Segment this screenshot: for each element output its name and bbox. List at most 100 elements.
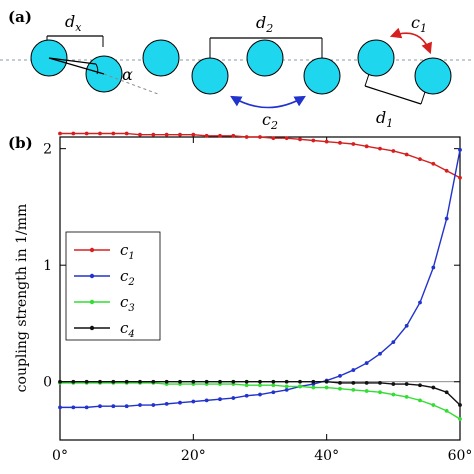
data-point-c3 [244, 383, 249, 388]
data-point-c1 [431, 161, 436, 166]
panel-a: (a) dx α d2 c2 [0, 8, 474, 132]
waveguide-circle [357, 39, 395, 77]
alpha-label: α [122, 65, 133, 84]
legend-marker-c1 [89, 247, 95, 253]
data-point-c1 [351, 142, 356, 146]
data-point-c3 [418, 398, 422, 403]
data-point-c1 [458, 175, 462, 180]
waveguide-circle [303, 57, 341, 95]
x-tick-label: 0° [52, 448, 68, 464]
data-point-c1 [378, 146, 382, 151]
data-point-c1 [124, 131, 129, 136]
data-point-c4 [391, 382, 396, 386]
data-point-c4 [178, 379, 182, 384]
data-point-c2 [364, 361, 369, 365]
legend-label-c3: c3 [120, 293, 135, 314]
data-point-c2 [284, 387, 289, 392]
x-tick-label: 60° [448, 448, 473, 464]
data-point-c3 [271, 383, 276, 388]
data-point-c3 [364, 389, 369, 393]
c1-label: c1 [411, 13, 427, 35]
data-point-c1 [84, 131, 89, 136]
data-point-c2 [271, 390, 276, 395]
y-tick-label: 1 [43, 258, 52, 274]
data-point-c2 [58, 405, 62, 410]
data-point-c1 [258, 135, 262, 139]
data-point-c1 [151, 132, 156, 137]
data-point-c1 [364, 144, 369, 149]
d2-label: d2 [256, 13, 273, 35]
d1-label: d1 [376, 108, 393, 130]
d1-tick-right [420, 91, 426, 105]
data-point-c2 [98, 404, 102, 409]
data-point-c2 [164, 401, 169, 406]
data-point-c3 [391, 392, 396, 397]
data-point-c2 [151, 403, 156, 407]
data-point-c3 [458, 417, 462, 421]
data-point-c3 [298, 384, 302, 389]
data-point-c4 [218, 379, 222, 384]
data-point-c4 [111, 379, 116, 384]
legend-label-c1: c1 [120, 241, 135, 262]
data-point-c2 [378, 351, 382, 356]
dx-connector [48, 57, 105, 75]
data-point-c4 [284, 379, 289, 384]
data-point-c1 [218, 133, 222, 138]
y-axis-label: coupling strength in 1/mm [14, 204, 30, 393]
data-point-c4 [204, 379, 209, 384]
data-point-c2 [138, 403, 142, 407]
x-tick-label: 40° [314, 448, 339, 464]
data-point-c2 [178, 400, 182, 405]
data-point-c3 [311, 385, 316, 390]
data-point-c2 [338, 374, 342, 378]
data-point-c2 [391, 340, 396, 345]
data-point-c2 [431, 265, 436, 270]
data-point-c1 [98, 131, 102, 136]
data-point-c2 [191, 399, 196, 404]
data-point-c3 [258, 383, 262, 388]
legend-marker-c2 [89, 273, 95, 279]
data-point-c2 [218, 397, 222, 402]
data-point-c1 [324, 139, 329, 144]
d1-tick-left [364, 73, 370, 87]
data-point-c4 [151, 379, 156, 384]
data-point-c3 [431, 403, 436, 407]
data-point-c2 [258, 392, 262, 397]
data-point-c4 [431, 385, 436, 390]
data-point-c4 [164, 379, 169, 384]
data-point-c1 [338, 140, 342, 145]
data-point-c3 [338, 386, 342, 391]
axis-ticks: 0° 20° 40° 60° 0 1 2 [43, 137, 472, 464]
data-point-c3 [378, 390, 382, 395]
data-point-c1 [311, 138, 316, 143]
data-point-c1 [71, 131, 76, 136]
y-tick-label: 0 [43, 375, 52, 391]
geometry-dx: dx α [30, 12, 180, 95]
data-point-c2 [404, 323, 409, 328]
waveguide-circle [191, 57, 229, 95]
data-point-c3 [284, 384, 289, 389]
geometry-d2: d2 c2 [191, 13, 341, 132]
waveguide-circle [246, 39, 284, 77]
data-point-c1 [191, 132, 196, 137]
data-point-c1 [58, 131, 62, 136]
data-point-c1 [418, 157, 422, 162]
panel-b-label: (b) [8, 134, 33, 152]
data-point-c1 [284, 136, 289, 141]
series-line-c3 [60, 382, 461, 420]
legend-label-c2: c2 [120, 267, 135, 288]
c2-label: c2 [262, 110, 278, 132]
legend-label-c4: c4 [120, 319, 135, 340]
data-point-c3 [351, 387, 356, 392]
waveguide-circle [414, 57, 452, 95]
data-point-c1 [138, 132, 142, 137]
data-point-c3 [444, 408, 449, 413]
data-point-c2 [244, 393, 249, 398]
data-point-c2 [204, 398, 209, 403]
data-point-c2 [418, 300, 422, 305]
panel-a-label: (a) [8, 8, 32, 26]
data-point-c1 [244, 135, 249, 139]
legend: c1 c2 c3 c4 [65, 231, 161, 341]
data-point-c4 [324, 379, 329, 384]
panel-b: (b) coupling strength in 1/mm 0° 20° 40° 60… [8, 131, 472, 464]
